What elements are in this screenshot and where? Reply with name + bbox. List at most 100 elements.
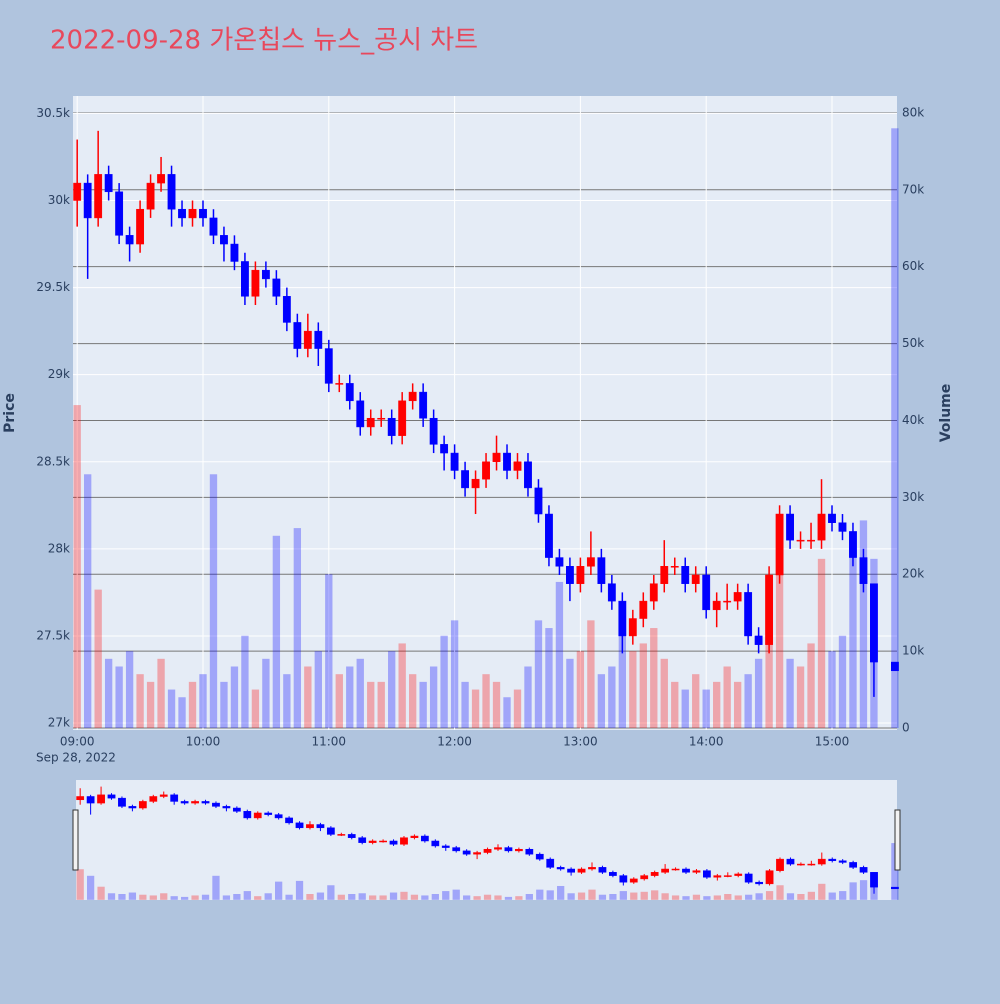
candle-body — [786, 513, 794, 541]
slider-candle — [723, 875, 732, 877]
volume-bar — [775, 574, 784, 729]
candle-body — [157, 174, 165, 184]
candle-body — [691, 574, 700, 584]
y-tick-label: 28k — [48, 541, 70, 555]
slider-volume-bar — [619, 891, 627, 900]
slider-candle — [379, 840, 387, 843]
slider-volume-bar — [160, 893, 168, 900]
candle-body — [408, 391, 417, 402]
slider-candle — [347, 834, 356, 838]
volume-bar — [241, 635, 249, 729]
slider-volume-bar — [797, 893, 805, 900]
candle-body — [712, 600, 721, 611]
volume-bar — [534, 620, 543, 729]
slider-volume-bar — [285, 894, 293, 900]
candle-body — [293, 322, 302, 349]
volume-bar — [849, 543, 857, 729]
slider-volume-bar — [191, 895, 199, 900]
slider-candle — [567, 868, 575, 873]
candle-body — [670, 566, 679, 568]
candle-body — [366, 417, 375, 428]
slider-volume-bar — [295, 880, 304, 900]
slider-volume-bar — [504, 896, 513, 900]
slider-volume-bar — [567, 893, 575, 900]
y2-tick-label: 10k — [902, 644, 924, 658]
volume-bar — [272, 535, 281, 729]
slider-candle — [462, 850, 471, 855]
x-tick-label: 14:00 — [689, 735, 724, 749]
slider-volume-bar — [671, 895, 680, 900]
y-tick-label: 29k — [48, 367, 70, 381]
slider-candle — [212, 802, 220, 807]
candle-body — [282, 296, 291, 323]
candle-body — [314, 330, 323, 349]
volume-bar — [681, 689, 689, 729]
y2-tick-label: 50k — [902, 336, 924, 350]
slider-volume-bar — [400, 891, 408, 900]
candle-body — [209, 217, 218, 236]
volume-bar — [377, 681, 385, 729]
volume-bar — [513, 689, 522, 729]
volume-bar — [754, 658, 763, 729]
candle-body — [838, 522, 847, 532]
slider-candle — [838, 860, 847, 863]
slider-volume-bar — [463, 895, 471, 900]
volume-bar — [723, 666, 731, 729]
candle-body — [429, 417, 438, 445]
slider-candle — [504, 847, 513, 852]
slider-candle — [556, 867, 565, 870]
slider-volume-bar — [306, 893, 314, 900]
candle-body — [555, 557, 564, 567]
slider-candle — [400, 837, 408, 845]
slider-candle — [671, 868, 680, 871]
volume-bar — [115, 666, 123, 729]
slider-volume-bar — [577, 892, 586, 900]
slider-candle — [609, 872, 617, 876]
volume-bar — [524, 666, 532, 729]
slider-volume-bar — [97, 886, 105, 900]
slider-volume-bar — [546, 890, 554, 900]
candle-body — [377, 417, 386, 420]
volume-bar — [733, 681, 742, 729]
slider-candle — [306, 824, 314, 829]
slider-volume-bar — [640, 891, 648, 900]
slider-handle[interactable] — [894, 809, 901, 871]
slider-volume-bar — [358, 893, 366, 900]
range-slider[interactable] — [76, 780, 897, 900]
slider-volume-bar — [651, 890, 659, 900]
candle-body — [471, 478, 480, 489]
slider-candle — [713, 875, 722, 878]
volume-bar — [608, 666, 616, 729]
candle-body — [241, 261, 249, 297]
slider-volume-bar — [275, 881, 283, 900]
slider-volume-bar — [661, 893, 669, 900]
volume-bar — [629, 651, 637, 729]
slider-candle — [619, 875, 628, 883]
candle-body — [639, 600, 648, 619]
candle-body — [775, 513, 784, 576]
candle-body — [744, 592, 753, 637]
candle-body — [817, 513, 826, 541]
slider-candle — [159, 794, 168, 797]
y2-tick-label: 70k — [902, 182, 924, 196]
candle-body — [167, 174, 176, 210]
volume-bar — [146, 681, 155, 729]
candle-body — [660, 566, 669, 584]
candle-body — [115, 191, 124, 236]
volume-bar — [891, 128, 899, 729]
slider-candle — [546, 858, 555, 868]
slider-volume-bar — [765, 891, 774, 900]
volume-bar — [314, 651, 322, 729]
volume-bar — [178, 697, 186, 729]
volume-bar — [220, 681, 228, 729]
slider-candle — [891, 886, 899, 890]
slider-volume-bar — [786, 893, 795, 900]
slider-candle — [849, 862, 858, 868]
slider-candle — [786, 858, 795, 865]
y-tick-label: 28.5k — [36, 454, 70, 468]
slider-volume-bar — [86, 875, 95, 900]
volume-bar — [838, 635, 847, 729]
x-tick-label: 10:00 — [186, 735, 221, 749]
slider-handle[interactable] — [72, 809, 79, 871]
